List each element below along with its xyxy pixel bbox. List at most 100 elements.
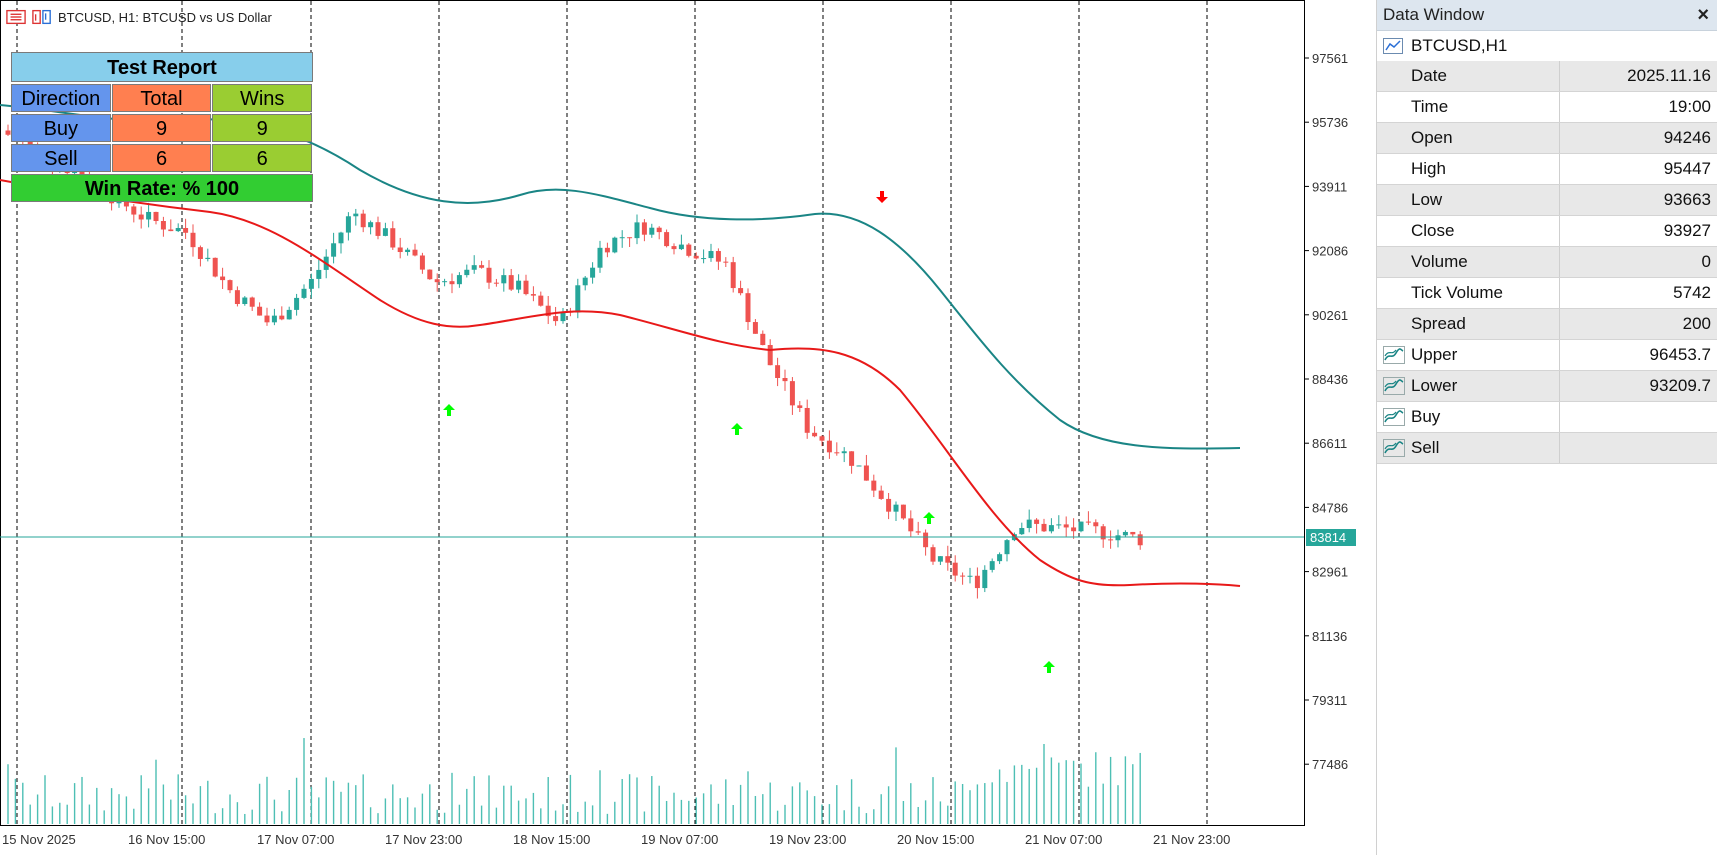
- data-window-row[interactable]: High 95447: [1377, 154, 1717, 185]
- plot-frame: [0, 0, 1305, 826]
- menu-icon[interactable]: [6, 8, 26, 26]
- data-window-field-name: Low: [1377, 185, 1560, 215]
- data-window-row[interactable]: Upper 96453.7: [1377, 340, 1717, 371]
- data-window-row[interactable]: Sell: [1377, 433, 1717, 464]
- candle-body: [27, 141, 33, 145]
- candle-body: [160, 221, 166, 230]
- candle-body: [649, 227, 655, 235]
- candle-body: [456, 275, 462, 285]
- data-window-field-name: Tick Volume: [1377, 278, 1560, 308]
- chart-window[interactable]: 97561 95736 93911 92086 90261 88436 86611 84786…: [0, 0, 1376, 855]
- data-window-field-name: Sell: [1377, 433, 1560, 463]
- candle-body: [538, 295, 544, 306]
- candle-body: [508, 275, 514, 290]
- candle-body: [553, 316, 559, 322]
- candle-body: [1130, 531, 1136, 535]
- candle-body: [212, 257, 218, 277]
- candle-body: [590, 267, 596, 278]
- data-window-panel[interactable]: Data Window × BTCUSD,H1 Date 2025.11.16 Ti…: [1376, 0, 1717, 855]
- price-axis-label: 77486: [1312, 757, 1348, 772]
- data-window-field-value: 5742: [1673, 283, 1711, 302]
- data-window-field-name: Spread: [1377, 309, 1560, 339]
- candle-body: [368, 222, 374, 228]
- data-window-row[interactable]: Lower 93209.7: [1377, 371, 1717, 402]
- report-title: Test Report: [11, 52, 313, 82]
- candle-body: [893, 504, 899, 512]
- report-cell-wins: 9: [212, 114, 313, 142]
- data-window-row[interactable]: Date 2025.11.16: [1377, 61, 1717, 92]
- data-window-title: Data Window: [1383, 5, 1485, 24]
- candle-body: [841, 451, 847, 454]
- candle-body: [908, 518, 914, 532]
- data-window-field-value: 94246: [1663, 128, 1711, 147]
- candle-body: [863, 465, 869, 481]
- data-window-field-name: High: [1377, 154, 1560, 184]
- candle-body: [331, 243, 337, 257]
- data-window-row[interactable]: Tick Volume 5742: [1377, 278, 1717, 309]
- candle-body: [686, 244, 692, 256]
- buy-signal-arrow: [923, 512, 935, 524]
- candle-body: [612, 237, 618, 253]
- data-window-row[interactable]: Time 19:00: [1377, 92, 1717, 123]
- data-window-row[interactable]: Close 93927: [1377, 216, 1717, 247]
- candle-body: [168, 229, 174, 232]
- report-header-direction: Direction: [11, 84, 111, 112]
- candle-body: [671, 246, 677, 250]
- candle-body: [190, 232, 196, 248]
- candle-body: [693, 255, 699, 259]
- candle-body: [1085, 521, 1091, 523]
- data-window-row[interactable]: Low 93663: [1377, 185, 1717, 216]
- candle-body: [604, 247, 610, 253]
- candle-body: [960, 575, 966, 577]
- candle-body: [849, 451, 855, 466]
- report-cell-total: 6: [111, 144, 212, 172]
- data-window-field-value: 0: [1701, 252, 1711, 271]
- candle-body: [678, 244, 684, 250]
- candle-body: [449, 281, 455, 285]
- time-axis-label: 16 Nov 15:00: [128, 832, 205, 847]
- candle-body: [797, 405, 803, 408]
- report-header-row: Direction Total Wins: [11, 84, 313, 112]
- indicator-icon: [1383, 408, 1405, 426]
- data-window-field-label: Sell: [1411, 438, 1440, 457]
- candle-body: [530, 294, 536, 296]
- price-chart[interactable]: 97561 95736 93911 92086 90261 88436 86611 84786…: [0, 0, 1376, 855]
- candle-body: [271, 315, 277, 323]
- report-header-total: Total: [111, 84, 212, 112]
- candle-body: [767, 345, 773, 366]
- candle-body: [338, 232, 344, 244]
- candle-body: [930, 547, 936, 562]
- data-window-field-value: [1560, 433, 1717, 463]
- candle-body: [982, 569, 988, 589]
- data-window-row[interactable]: Open 94246: [1377, 123, 1717, 154]
- chart-properties-icon[interactable]: [32, 8, 52, 26]
- candle-body: [856, 465, 862, 467]
- data-window-field-value: 96453.7: [1649, 345, 1711, 364]
- candle-body: [183, 227, 189, 233]
- candle-body: [812, 432, 818, 437]
- time-axis-label: 19 Nov 23:00: [769, 832, 846, 847]
- candle-body: [390, 228, 396, 248]
- candle-body: [819, 436, 825, 441]
- data-window-field-name: Buy: [1377, 402, 1560, 432]
- candle-body: [1122, 531, 1128, 536]
- data-window-field-name: Open: [1377, 123, 1560, 153]
- candle-body: [1019, 528, 1025, 535]
- price-axis-label: 82961: [1312, 565, 1348, 580]
- candle-body: [153, 211, 159, 222]
- candle-body: [294, 297, 300, 310]
- data-window-row[interactable]: Spread 200: [1377, 309, 1717, 340]
- candle-body: [1034, 519, 1040, 524]
- price-axis-label: 84786: [1312, 500, 1348, 515]
- data-window-row[interactable]: Buy: [1377, 402, 1717, 433]
- close-icon[interactable]: ×: [1697, 3, 1709, 26]
- candle-body: [434, 279, 440, 283]
- chart-title: BTCUSD, H1: BTCUSD vs US Dollar: [58, 9, 272, 25]
- candle-body: [471, 265, 477, 270]
- report-win-rate: Win Rate: % 100: [11, 174, 313, 202]
- candle-body: [701, 258, 707, 260]
- candle-body: [360, 213, 366, 228]
- report-cell-total: 9: [111, 114, 212, 142]
- data-window-row[interactable]: Volume 0: [1377, 247, 1717, 278]
- lower-band-line: [0, 179, 1241, 587]
